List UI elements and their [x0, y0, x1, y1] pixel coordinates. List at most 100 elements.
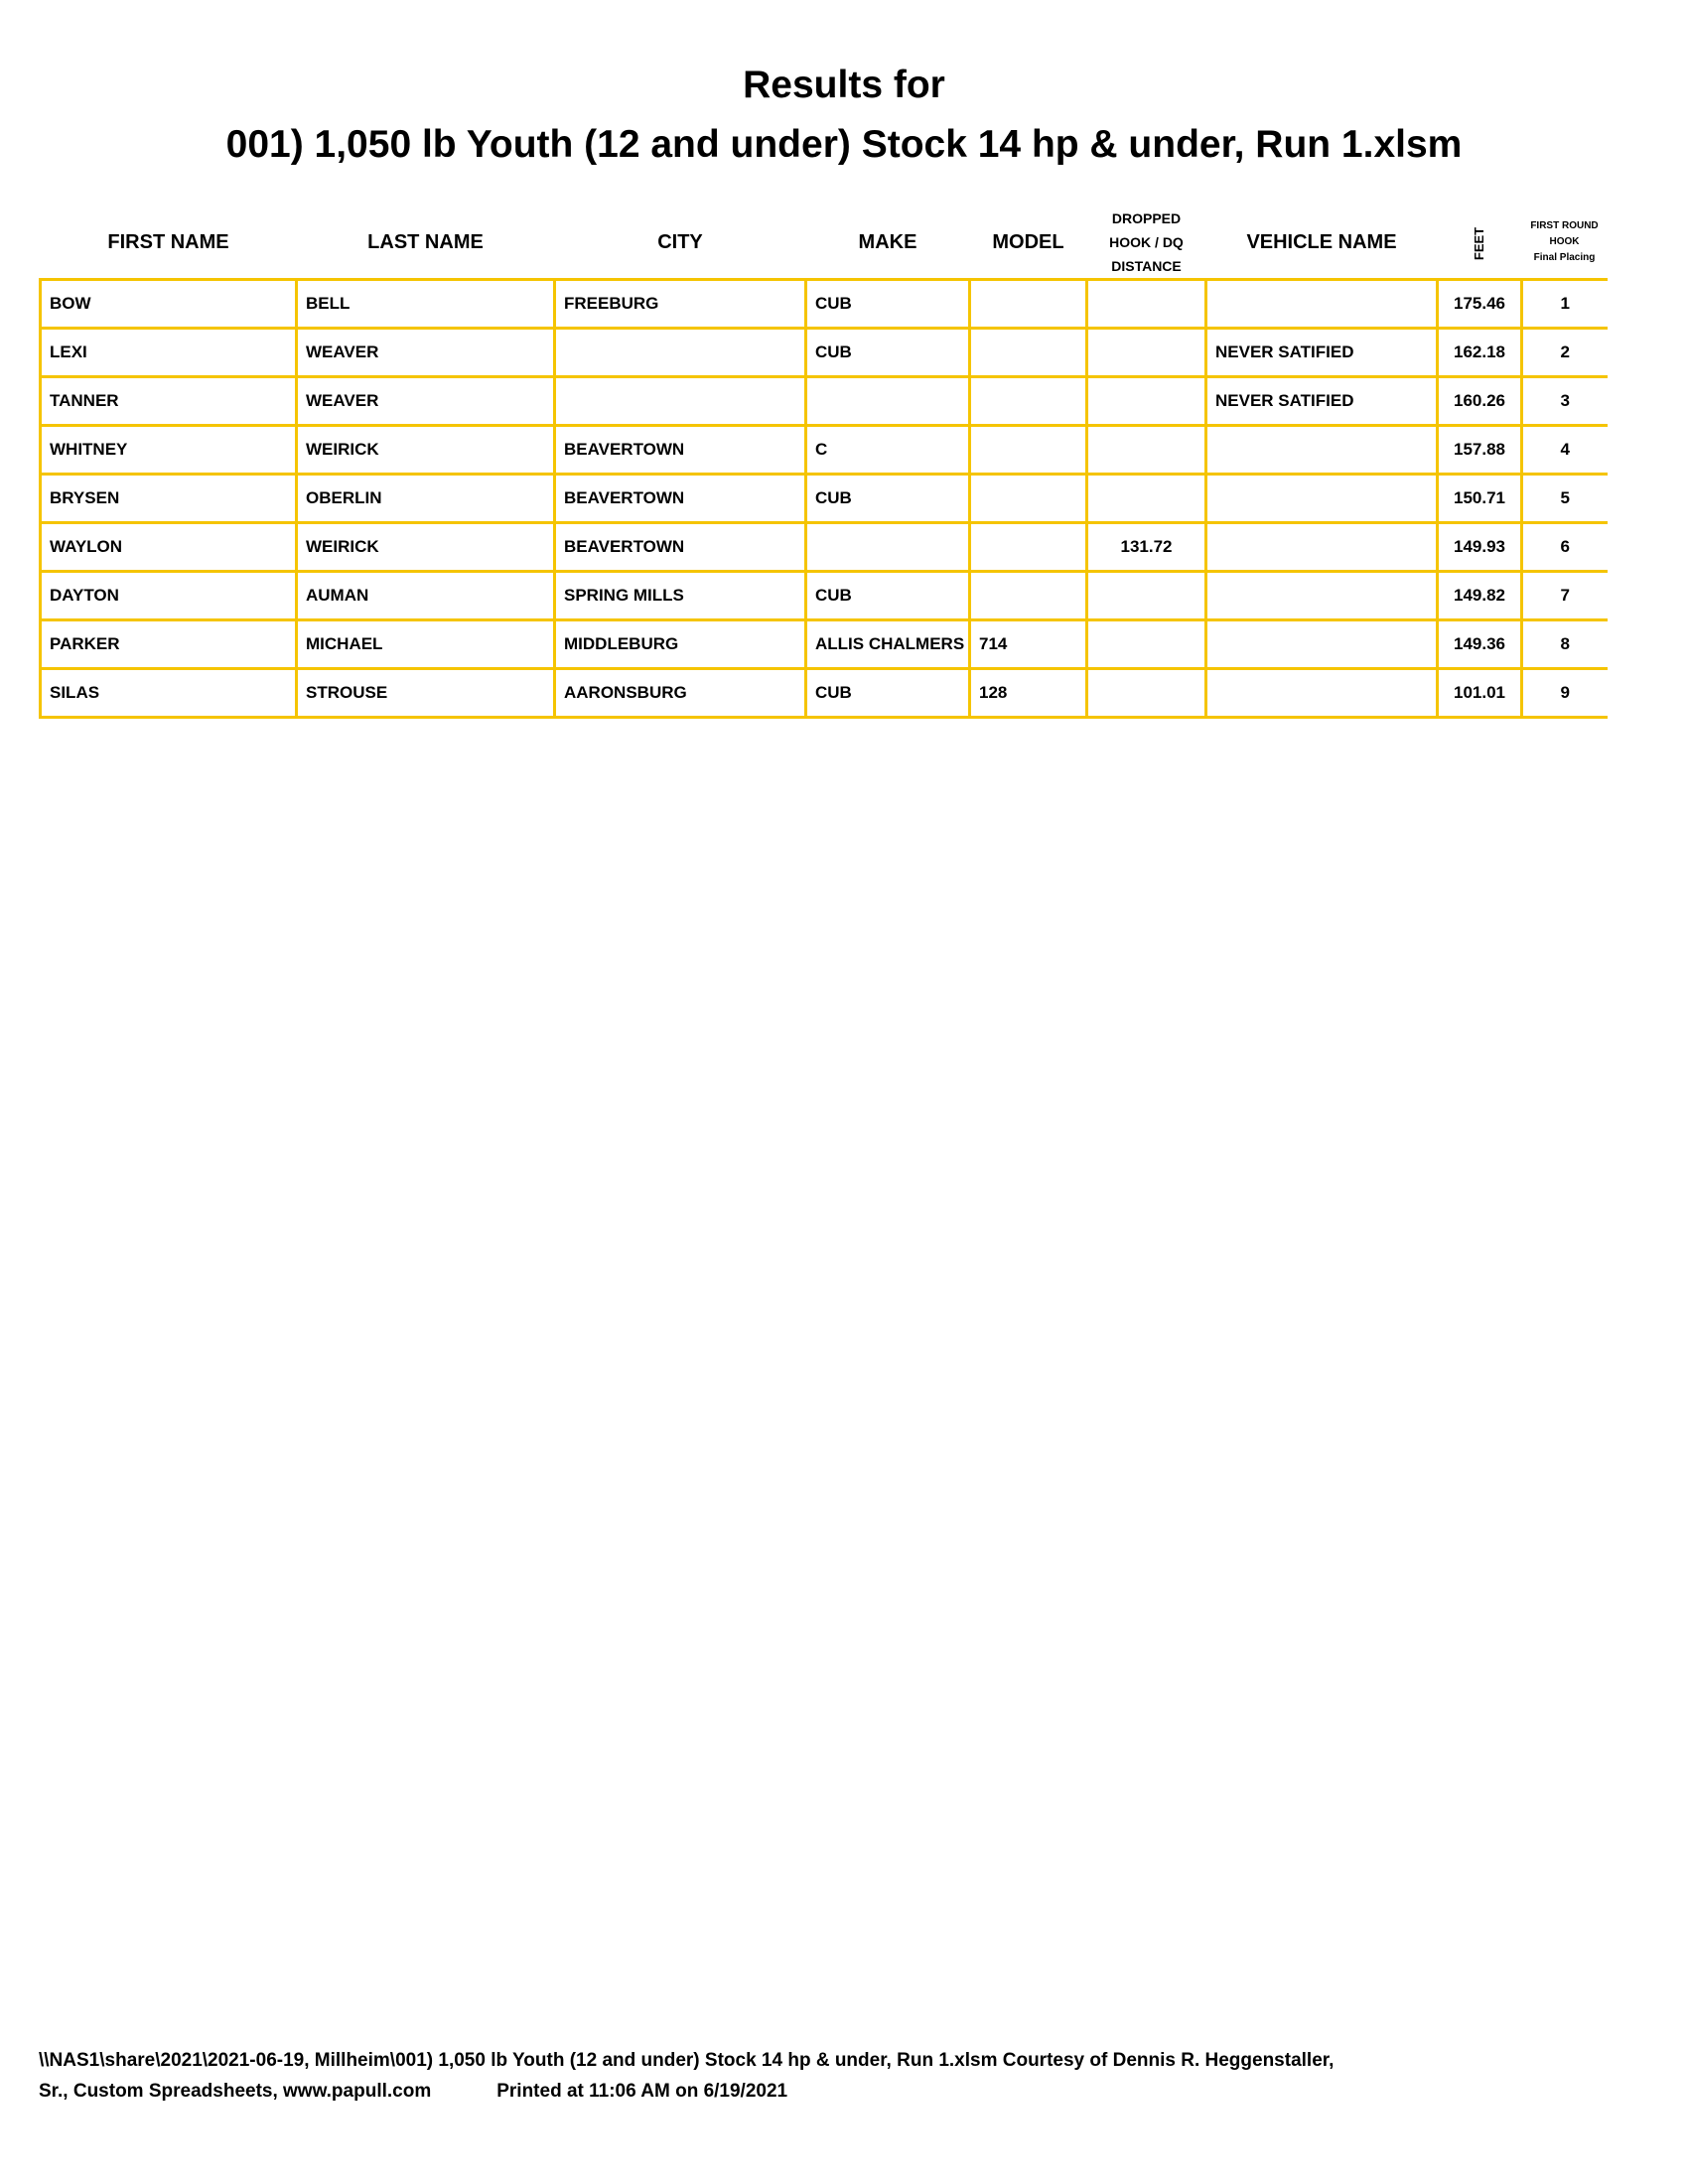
- cell-last-name: STROUSE: [295, 667, 556, 719]
- header-make: MAKE: [858, 230, 917, 253]
- cell-model: 714: [968, 618, 1088, 670]
- table-row: WAYLON WEIRICK BEAVERTOWN 131.72 149.93 6: [39, 521, 1608, 573]
- cell-feet: 157.88: [1436, 424, 1523, 476]
- cell-placing: 6: [1520, 521, 1608, 573]
- results-table: FIRST NAME LAST NAME CITY MAKE MODEL DRO…: [39, 206, 1608, 719]
- cell-first-name: BRYSEN: [39, 473, 298, 524]
- cell-placing: 8: [1520, 618, 1608, 670]
- cell-city: SPRING MILLS: [553, 570, 807, 621]
- footer-printed: Printed at 11:06 AM on 6/19/2021: [496, 2081, 788, 2102]
- cell-feet: 150.71: [1436, 473, 1523, 524]
- cell-city: [553, 327, 807, 378]
- footer-line-2: Sr., Custom Spreadsheets, www.papull.com…: [39, 2076, 1627, 2107]
- cell-feet: 162.18: [1436, 327, 1523, 378]
- cell-city: BEAVERTOWN: [553, 473, 807, 524]
- table-row: BOW BELL FREEBURG CUB 175.46 1: [39, 278, 1608, 330]
- table-row: BRYSEN OBERLIN BEAVERTOWN CUB 150.71 5: [39, 473, 1608, 524]
- cell-make: C: [804, 424, 971, 476]
- cell-first-name: LEXI: [39, 327, 298, 378]
- cell-placing: 4: [1520, 424, 1608, 476]
- cell-model: [968, 521, 1088, 573]
- cell-dropped-hook-distance: [1085, 424, 1207, 476]
- header-model: MODEL: [992, 230, 1064, 253]
- cell-city: BEAVERTOWN: [553, 424, 807, 476]
- cell-placing: 3: [1520, 375, 1608, 427]
- cell-first-name: DAYTON: [39, 570, 298, 621]
- footer-credit: Sr., Custom Spreadsheets, www.papull.com: [39, 2081, 432, 2102]
- cell-make: ALLIS CHALMERS: [804, 618, 971, 670]
- cell-dropped-hook-distance: [1085, 570, 1207, 621]
- header-city: CITY: [657, 230, 703, 253]
- cell-model: [968, 473, 1088, 524]
- cell-feet: 149.93: [1436, 521, 1523, 573]
- cell-city: MIDDLEBURG: [553, 618, 807, 670]
- cell-vehicle-name: [1204, 667, 1439, 719]
- cell-vehicle-name: NEVER SATIFIED: [1204, 375, 1439, 427]
- cell-vehicle-name: [1204, 473, 1439, 524]
- cell-placing: 7: [1520, 570, 1608, 621]
- cell-model: [968, 375, 1088, 427]
- cell-last-name: BELL: [295, 278, 556, 330]
- cell-make: CUB: [804, 473, 971, 524]
- cell-city: [553, 375, 807, 427]
- cell-vehicle-name: NEVER SATIFIED: [1204, 327, 1439, 378]
- cell-vehicle-name: [1204, 570, 1439, 621]
- cell-first-name: PARKER: [39, 618, 298, 670]
- cell-last-name: OBERLIN: [295, 473, 556, 524]
- cell-vehicle-name: [1204, 618, 1439, 670]
- cell-first-name: BOW: [39, 278, 298, 330]
- cell-dropped-hook-distance: [1085, 375, 1207, 427]
- header-dropped-line3: DISTANCE: [1111, 258, 1182, 274]
- cell-first-name: WHITNEY: [39, 424, 298, 476]
- table-row: TANNER WEAVER NEVER SATIFIED 160.26 3: [39, 375, 1608, 427]
- cell-vehicle-name: [1204, 424, 1439, 476]
- header-last-name: LAST NAME: [367, 230, 484, 253]
- cell-first-name: TANNER: [39, 375, 298, 427]
- cell-feet: 175.46: [1436, 278, 1523, 330]
- cell-first-name: WAYLON: [39, 521, 298, 573]
- cell-dropped-hook-distance: [1085, 278, 1207, 330]
- cell-make: CUB: [804, 327, 971, 378]
- header-placing-line1: FIRST ROUND: [1530, 220, 1599, 231]
- cell-feet: 101.01: [1436, 667, 1523, 719]
- header-row: FIRST NAME LAST NAME CITY MAKE MODEL DRO…: [41, 206, 1608, 280]
- table-row: PARKER MICHAEL MIDDLEBURG ALLIS CHALMERS 714…: [39, 618, 1608, 670]
- header-first-name: FIRST NAME: [107, 230, 229, 253]
- header-vehicle-name: VEHICLE NAME: [1246, 230, 1397, 253]
- cell-last-name: MICHAEL: [295, 618, 556, 670]
- table-row: WHITNEY WEIRICK BEAVERTOWN C 157.88 4: [39, 424, 1608, 476]
- header-dropped-line2: HOOK / DQ: [1109, 234, 1184, 250]
- title-line-1: Results for: [743, 64, 945, 106]
- cell-model: [968, 327, 1088, 378]
- table-row: SILAS STROUSE AARONSBURG CUB 128 101.01 9: [39, 667, 1608, 719]
- cell-vehicle-name: [1204, 278, 1439, 330]
- cell-make: [804, 521, 971, 573]
- cell-dropped-hook-distance: [1085, 327, 1207, 378]
- cell-city: AARONSBURG: [553, 667, 807, 719]
- cell-make: CUB: [804, 667, 971, 719]
- cell-last-name: WEAVER: [295, 327, 556, 378]
- header-placing: FIRST ROUND HOOK Final Placing: [1522, 206, 1608, 280]
- cell-last-name: WEIRICK: [295, 521, 556, 573]
- header-dropped-line1: DROPPED: [1111, 210, 1182, 226]
- cell-dropped-hook-distance: [1085, 667, 1207, 719]
- cell-last-name: WEIRICK: [295, 424, 556, 476]
- header-dropped-hook: DROPPED HOOK / DQ DISTANCE: [1087, 206, 1206, 280]
- header-feet-label: FEET: [1472, 226, 1487, 260]
- table-row: DAYTON AUMAN SPRING MILLS CUB 149.82 7: [39, 570, 1608, 621]
- header-placing-line3: Final Placing: [1533, 252, 1596, 263]
- cell-model: [968, 424, 1088, 476]
- cell-city: FREEBURG: [553, 278, 807, 330]
- footer: \\NAS1\share\2021\2021-06-19, Millheim\0…: [39, 2045, 1627, 2107]
- cell-dropped-hook-distance: [1085, 473, 1207, 524]
- cell-model: [968, 278, 1088, 330]
- cell-feet: 160.26: [1436, 375, 1523, 427]
- cell-placing: 9: [1520, 667, 1608, 719]
- cell-model: [968, 570, 1088, 621]
- cell-last-name: AUMAN: [295, 570, 556, 621]
- table-row: LEXI WEAVER CUB NEVER SATIFIED 162.18 2: [39, 327, 1608, 378]
- cell-make: [804, 375, 971, 427]
- cell-make: CUB: [804, 570, 971, 621]
- cell-placing: 2: [1520, 327, 1608, 378]
- cell-placing: 5: [1520, 473, 1608, 524]
